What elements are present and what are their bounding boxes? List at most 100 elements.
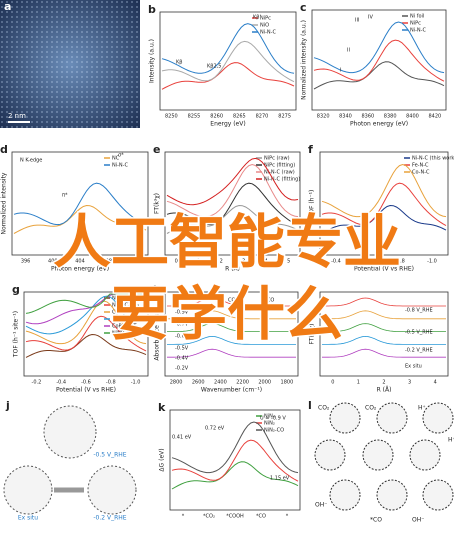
trace (13, 204, 147, 234)
x-tick-label: -1.0 (131, 380, 141, 386)
plot-frame (23, 291, 149, 377)
x-tick-label: 400 (48, 259, 58, 265)
trace (167, 348, 296, 358)
trace (167, 323, 296, 332)
annotation: -0.2 V_RHE (405, 348, 433, 354)
x-axis-label: R (Å) (377, 387, 392, 394)
annotation: -0.8 V_RHE (405, 308, 433, 314)
annotation: CO₂ (318, 405, 330, 412)
panel-label: b (148, 3, 156, 16)
tem-texture (0, 0, 140, 128)
x-tick-label: -0.8 (106, 380, 116, 386)
x-tick-label: 3 (408, 380, 411, 386)
y-axis-label: Intensity (a.u.) (149, 39, 156, 83)
legend-label: NiN₂-CO (264, 428, 284, 434)
legend-label: Ni-N-C (this work) (112, 317, 156, 323)
legend-label: NiN₂ (264, 421, 275, 427)
annotation: -0.2 V_RHE (93, 515, 126, 522)
y-axis-label: TOF (h⁻¹ site⁻¹) (13, 311, 20, 358)
x-tick-label: 5 (287, 259, 290, 265)
annotation: H⁺ (418, 405, 426, 412)
x-tick-label: 408 (102, 259, 112, 265)
x-tick-label: 2000 (258, 380, 271, 386)
legend-label: CoPc (112, 310, 125, 316)
annotation: Kβ (176, 60, 182, 66)
x-tick-label: * (286, 514, 289, 520)
panel-label: i (308, 283, 312, 296)
trace (313, 39, 445, 82)
molecule-view (87, 465, 137, 515)
trace (171, 439, 299, 482)
x-tick-label: *CO₂ (203, 514, 215, 520)
annotation: I (340, 68, 341, 74)
panel-label: l (308, 399, 312, 412)
state-view (362, 439, 394, 471)
x-tick-label: 2200 (236, 380, 249, 386)
x-tick-label: 2400 (214, 380, 227, 386)
annotation: π* (62, 193, 68, 199)
state-view (409, 439, 441, 471)
legend-label: NiPc (raw) (264, 156, 290, 162)
annotation: Kβ' (253, 15, 261, 21)
x-tick-label: 8420 (428, 114, 441, 120)
x-tick-label: 3 (242, 259, 245, 265)
trace (321, 204, 447, 234)
y-axis-label: Absorbance (a.u.) (154, 307, 161, 360)
legend-label: Co-N-C (412, 170, 430, 176)
trace (25, 293, 146, 314)
x-axis-label: Potential (V vs RHE) (56, 387, 116, 394)
annotation: Ni-CO (260, 298, 274, 304)
annotation: -0.5 V_RHE (93, 452, 126, 459)
annotation: U = -0.9 V (260, 416, 286, 422)
annotation: Kβ2,5 (207, 64, 221, 70)
x-tick-label: 8380 (384, 114, 397, 120)
annotation: II (347, 48, 350, 54)
x-axis-label: Potential (V vs RHE) (354, 266, 414, 273)
panel-label: k (158, 401, 166, 414)
x-tick-label: 8250 (165, 114, 178, 120)
trace (161, 62, 295, 90)
panel-label: f (308, 143, 313, 156)
plot-frame (164, 151, 301, 256)
x-tick-label: 412 (130, 259, 140, 265)
annotation: Ex situ (18, 515, 38, 522)
legend-label: NiO (260, 23, 269, 29)
legend-label: NiNPs-CNT (112, 331, 139, 337)
panel-label: j (5, 399, 10, 412)
trace (321, 163, 447, 218)
y-axis-label: FT(k³χ) (309, 323, 316, 344)
annotation: H⁺ (448, 437, 454, 444)
trace (167, 335, 296, 345)
trace (25, 293, 147, 325)
state-view (376, 479, 408, 511)
trace (25, 315, 147, 352)
x-tick-label: 4 (265, 259, 268, 265)
x-tick-label: 8400 (406, 114, 419, 120)
trace (161, 23, 295, 74)
plot-frame (319, 151, 449, 256)
trace (25, 300, 147, 345)
state-view (376, 402, 408, 434)
panel-label: h (153, 283, 161, 296)
legend-label: Fe-N-C (412, 163, 429, 169)
trace (167, 297, 296, 307)
x-tick-label: 8340 (339, 114, 352, 120)
x-axis-label: Energy (eV) (210, 121, 245, 128)
y-axis-label: FT(k³χ) (154, 193, 161, 214)
x-tick-label: 8275 (278, 114, 291, 120)
x-tick-label: 2 (220, 259, 223, 265)
annotation: 0.41 eV (172, 435, 192, 441)
x-tick-label: 8320 (317, 114, 330, 120)
annotation: IV (368, 15, 373, 21)
overlay-title: 要学什么 (111, 280, 343, 348)
legend-label: NC (112, 156, 120, 162)
trace (13, 182, 147, 227)
y-axis-label: Normalized intensity (a.u.) (301, 20, 308, 100)
molecule-view (3, 465, 53, 515)
trace (322, 310, 446, 320)
annotation: OH⁻ (412, 517, 424, 524)
legend-label: Ni-N-C-NH₃ (112, 303, 139, 309)
x-tick-label: * (182, 514, 185, 520)
panel-label: a (4, 0, 11, 13)
annotation: *CO (370, 517, 382, 524)
